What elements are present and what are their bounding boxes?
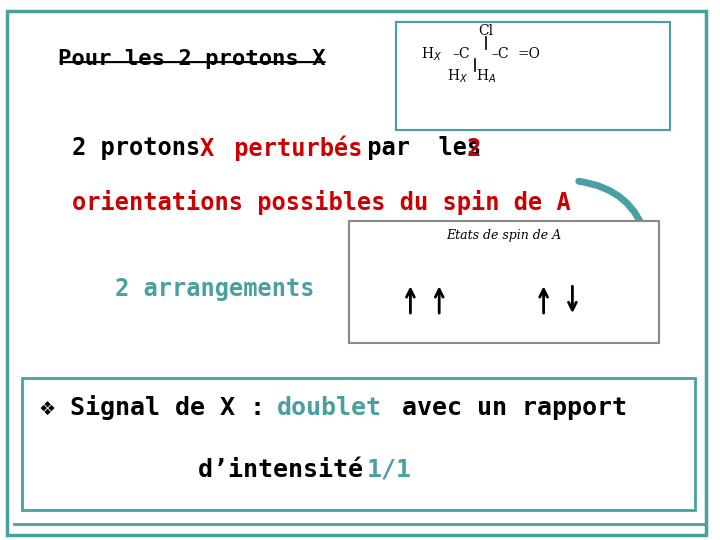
Text: Etats de spin de A: Etats de spin de A	[446, 230, 562, 242]
Text: Pour les 2 protons X: Pour les 2 protons X	[58, 49, 325, 69]
Text: par  les: par les	[353, 137, 495, 160]
Text: Cl: Cl	[478, 24, 494, 38]
Text: 2 arrangements: 2 arrangements	[115, 277, 315, 301]
Text: H$_X$: H$_X$	[446, 68, 468, 85]
Text: –C: –C	[492, 47, 509, 61]
Text: H$_X$: H$_X$	[421, 45, 443, 63]
Text: H$_A$: H$_A$	[476, 68, 496, 85]
Text: avec un rapport: avec un rapport	[387, 396, 627, 420]
FancyArrowPatch shape	[579, 181, 647, 238]
Text: orientations possibles du spin de A: orientations possibles du spin de A	[72, 190, 571, 215]
Text: X: X	[200, 137, 215, 160]
Text: 1/1: 1/1	[367, 458, 412, 482]
Text: =O: =O	[518, 47, 541, 61]
FancyBboxPatch shape	[349, 221, 659, 343]
Text: d’intensité: d’intensité	[198, 458, 378, 482]
Text: doublet: doublet	[277, 396, 382, 420]
Text: 2: 2	[467, 137, 481, 160]
Text: perturbés: perturbés	[220, 136, 362, 161]
FancyBboxPatch shape	[22, 378, 695, 510]
Text: ❖ Signal de X :: ❖ Signal de X :	[40, 395, 279, 420]
Text: –C: –C	[452, 47, 469, 61]
Text: 2 protons: 2 protons	[72, 137, 215, 160]
FancyBboxPatch shape	[396, 22, 670, 130]
